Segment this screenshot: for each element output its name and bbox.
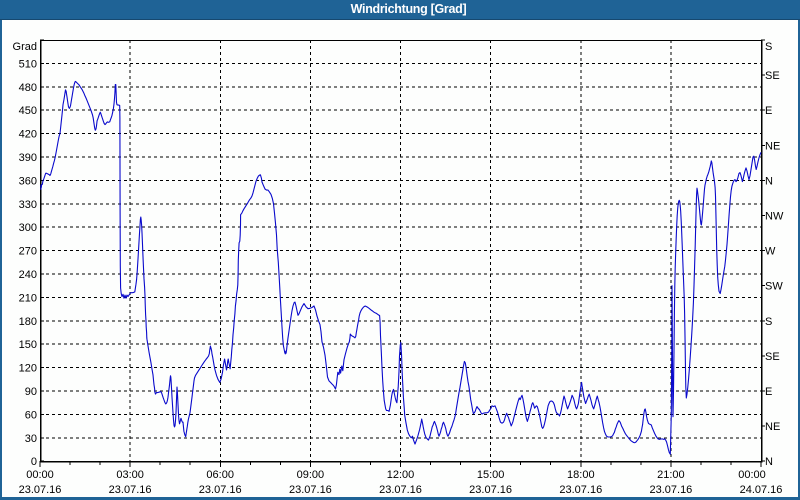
svg-text:00:00: 00:00 <box>738 469 766 481</box>
svg-text:23.07.16: 23.07.16 <box>109 484 152 496</box>
svg-text:23.07.16: 23.07.16 <box>469 484 512 496</box>
svg-text:420: 420 <box>19 129 37 141</box>
svg-text:N: N <box>765 175 773 187</box>
svg-text:150: 150 <box>19 339 37 351</box>
svg-text:360: 360 <box>19 175 37 187</box>
svg-text:300: 300 <box>19 222 37 234</box>
svg-text:180: 180 <box>19 316 37 328</box>
svg-text:18:00: 18:00 <box>567 469 595 481</box>
svg-text:23.07.16: 23.07.16 <box>289 484 332 496</box>
svg-text:0: 0 <box>31 456 37 468</box>
svg-text:23.07.16: 23.07.16 <box>559 484 602 496</box>
svg-text:SW: SW <box>765 281 783 293</box>
svg-text:15:00: 15:00 <box>477 469 505 481</box>
svg-text:03:00: 03:00 <box>116 469 144 481</box>
svg-text:120: 120 <box>19 363 37 375</box>
svg-text:90: 90 <box>25 386 37 398</box>
svg-text:E: E <box>765 105 772 117</box>
svg-text:09:00: 09:00 <box>297 469 325 481</box>
svg-text:390: 390 <box>19 152 37 164</box>
svg-text:240: 240 <box>19 269 37 281</box>
svg-text:SE: SE <box>765 70 780 82</box>
svg-text:23.07.16: 23.07.16 <box>199 484 242 496</box>
svg-text:Grad: Grad <box>13 41 37 53</box>
svg-text:510: 510 <box>19 58 37 70</box>
svg-text:30: 30 <box>25 433 37 445</box>
svg-text:210: 210 <box>19 292 37 304</box>
svg-text:06:00: 06:00 <box>206 469 234 481</box>
svg-text:21:00: 21:00 <box>657 469 685 481</box>
svg-text:E: E <box>765 386 772 398</box>
svg-text:NE: NE <box>765 140 780 152</box>
svg-text:23.07.16: 23.07.16 <box>379 484 422 496</box>
svg-text:60: 60 <box>25 409 37 421</box>
svg-text:W: W <box>765 246 776 258</box>
svg-text:23.07.16: 23.07.16 <box>19 484 62 496</box>
svg-text:450: 450 <box>19 105 37 117</box>
svg-text:S: S <box>765 41 772 53</box>
svg-text:24.07.16: 24.07.16 <box>740 484 783 496</box>
svg-text:12:00: 12:00 <box>387 469 415 481</box>
svg-text:NW: NW <box>765 211 784 223</box>
svg-text:NE: NE <box>765 421 780 433</box>
svg-text:270: 270 <box>19 246 37 258</box>
svg-text:330: 330 <box>19 199 37 211</box>
svg-text:SE: SE <box>765 351 780 363</box>
svg-text:S: S <box>765 316 772 328</box>
svg-text:00:00: 00:00 <box>26 469 54 481</box>
svg-text:23.07.16: 23.07.16 <box>649 484 692 496</box>
svg-text:N: N <box>765 456 773 468</box>
svg-text:480: 480 <box>19 82 37 94</box>
